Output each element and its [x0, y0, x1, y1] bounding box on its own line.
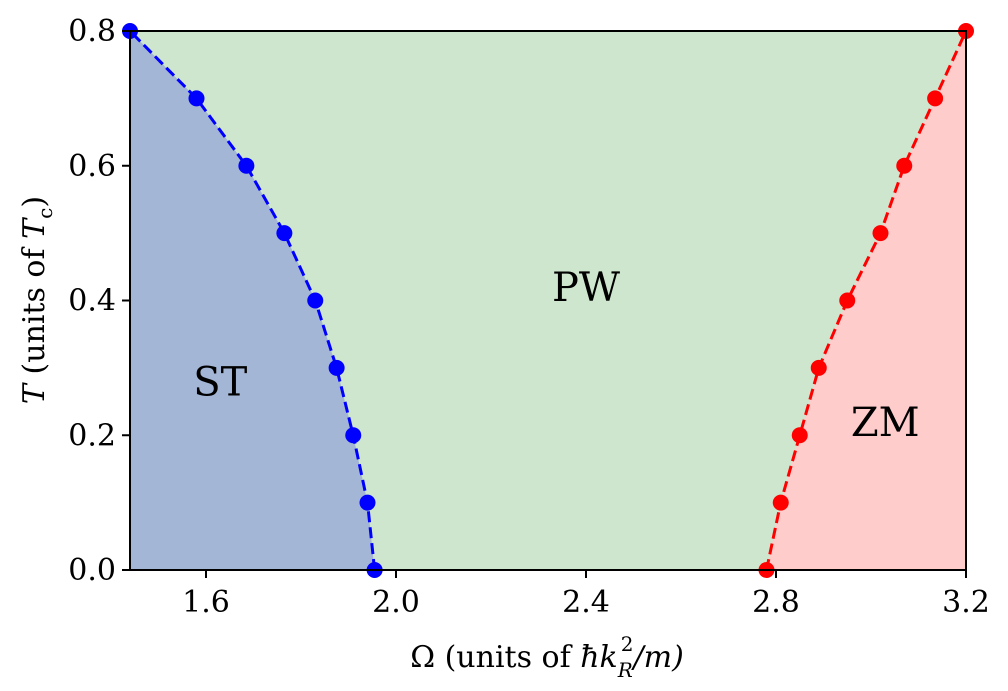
data-point — [307, 292, 324, 309]
data-point — [276, 225, 293, 242]
y-tick-label: 0.0 — [68, 553, 116, 588]
x-tick-label: 3.2 — [942, 585, 990, 620]
data-point — [872, 225, 889, 242]
x-axis-ticks: 1.6 2.0 2.4 2.8 3.2 — [182, 570, 990, 620]
x-axis-label: Ω (units of ħkR2/m) — [410, 632, 684, 682]
data-point — [188, 90, 205, 107]
data-point — [896, 157, 913, 174]
data-point — [810, 359, 827, 376]
region-label-pw: PW — [552, 265, 620, 311]
data-point — [772, 494, 789, 511]
data-point — [345, 427, 362, 444]
data-point — [839, 292, 856, 309]
data-point — [927, 90, 944, 107]
y-tick-label: 0.4 — [68, 284, 116, 319]
data-point — [328, 359, 345, 376]
y-axis-ticks: 0.0 0.2 0.4 0.6 0.8 — [68, 14, 130, 588]
region-st — [130, 31, 375, 570]
y-tick-label: 0.6 — [68, 149, 116, 184]
y-axis-label: T (units of Tc) — [17, 196, 57, 404]
region-label-st: ST — [193, 359, 247, 405]
data-point — [359, 494, 376, 511]
phase-regions — [130, 31, 966, 570]
region-label-zm: ZM — [851, 400, 920, 446]
x-tick-label: 2.8 — [752, 585, 800, 620]
x-tick-label: 1.6 — [182, 585, 230, 620]
x-tick-label: 2.4 — [562, 585, 610, 620]
region-zm — [766, 31, 966, 570]
x-tick-label: 2.0 — [372, 585, 420, 620]
y-tick-label: 0.2 — [68, 418, 116, 453]
data-point — [791, 427, 808, 444]
y-tick-label: 0.8 — [68, 14, 116, 49]
data-point — [238, 157, 255, 174]
phase-boundaries — [122, 23, 974, 578]
region-labels: ST PW ZM — [193, 265, 919, 446]
